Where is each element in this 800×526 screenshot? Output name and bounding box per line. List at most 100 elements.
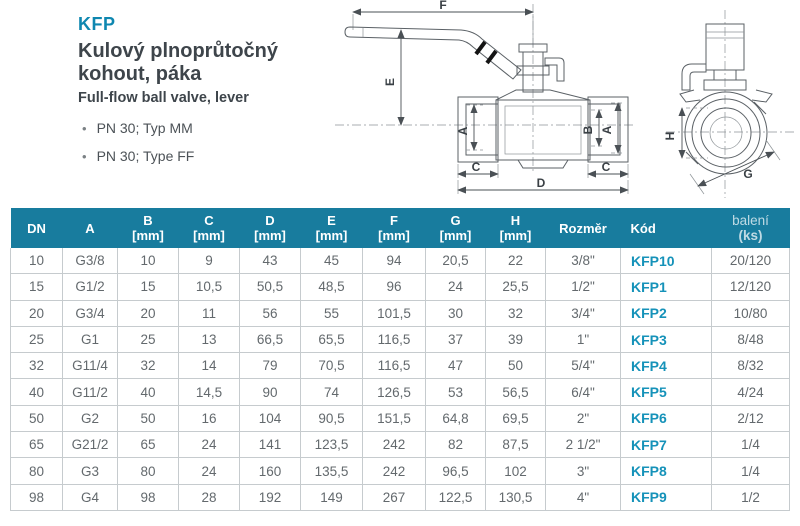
- product-code-link[interactable]: KFP6: [620, 405, 712, 433]
- table-cell: G3/4: [62, 300, 118, 327]
- table-cell: G1: [62, 326, 118, 354]
- table-row: 25 G1 25 13 66,5 65,5 116,5 37 39 1" KFP3 8/48: [10, 326, 790, 354]
- table-cell: 87,5: [485, 431, 546, 459]
- table-cell: 242: [362, 431, 426, 459]
- table-cell: 80: [10, 457, 63, 485]
- table-cell: 25,5: [485, 273, 546, 301]
- table-cell: 14: [178, 352, 240, 380]
- table-cell: 20: [117, 300, 179, 327]
- table-cell: 69,5: [485, 405, 546, 433]
- table-row: 10 G3/8 10 9 43 45 94 20,5 22 3/8" KFP10 20/120: [10, 248, 790, 275]
- table-cell: G21/2: [62, 431, 118, 459]
- table-cell: G2: [62, 405, 118, 433]
- table-cell: 20,5: [425, 248, 486, 275]
- column-header-unit: [mm]: [315, 228, 348, 243]
- table-cell: 39: [485, 326, 546, 354]
- table-cell: 149: [300, 484, 363, 511]
- table-cell: 80: [117, 457, 179, 485]
- table-cell: G3/8: [62, 248, 118, 275]
- product-code-link[interactable]: KFP3: [620, 326, 712, 354]
- table-cell: 13: [178, 326, 240, 354]
- bullet-icon: •: [82, 121, 87, 136]
- column-header-unit: [mm]: [439, 228, 472, 243]
- table-cell: 10,5: [178, 273, 240, 301]
- table-cell: 1/4: [711, 431, 790, 459]
- feature-item: • PN 30; Typ MM: [82, 120, 193, 136]
- table-cell: 40: [10, 378, 63, 406]
- table-row: 98 G4 98 28 192 149 267 122,5 130,5 4" KFP9 1/2: [10, 484, 790, 511]
- table-cell: 151,5: [362, 405, 426, 433]
- table-cell: 116,5: [362, 352, 426, 380]
- dim-label-H: H: [663, 132, 677, 141]
- page-title: Kulový plnoprůtočný kohout, páka: [78, 40, 328, 86]
- table-cell: 50: [10, 405, 63, 433]
- table-cell: 104: [239, 405, 301, 433]
- table-cell: 65: [10, 431, 63, 459]
- table-cell: 123,5: [300, 431, 363, 459]
- table-cell: 1/2": [545, 273, 621, 301]
- table-cell: 24: [178, 431, 240, 459]
- table-cell: 56,5: [485, 378, 546, 406]
- table-cell: 48,5: [300, 273, 363, 301]
- table-cell: 25: [117, 326, 179, 354]
- table-cell: 3/4": [545, 300, 621, 327]
- table-cell: 55: [300, 300, 363, 327]
- table-cell: 192: [239, 484, 301, 511]
- table-cell: G3: [62, 457, 118, 485]
- table-cell: 47: [425, 352, 486, 380]
- feature-list: • PN 30; Typ MM • PN 30; Type FF: [82, 120, 328, 164]
- product-code-link[interactable]: KFP1: [620, 273, 712, 301]
- table-cell: G1/2: [62, 273, 118, 301]
- product-code-link[interactable]: KFP9: [620, 484, 712, 511]
- page-title-line2: kohout, páka: [78, 63, 202, 85]
- product-code-link[interactable]: KFP8: [620, 457, 712, 485]
- table-cell: 22: [485, 248, 546, 275]
- table-cell: G11/4: [62, 352, 118, 380]
- table-cell: 90,5: [300, 405, 363, 433]
- column-header-unit: [mm]: [499, 228, 532, 243]
- technical-drawing-side-view: H G: [636, 2, 798, 202]
- table-cell: 70,5: [300, 352, 363, 380]
- product-code-link[interactable]: KFP4: [620, 352, 712, 380]
- table-cell: 37: [425, 326, 486, 354]
- table-cell: 10: [10, 248, 63, 275]
- table-cell: 5/4": [545, 352, 621, 380]
- table-cell: 4/24: [711, 378, 790, 406]
- table-cell: 2/12: [711, 405, 790, 433]
- dim-label-A-right: A: [600, 125, 614, 134]
- dimensions-table: DN A B [mm] C [mm] D [mm] E [mm] F [mm] G [mm] H [mm] Ro…: [10, 208, 790, 511]
- bullet-icon: •: [82, 149, 87, 164]
- table-cell: 32: [10, 352, 63, 380]
- table-cell: 66,5: [239, 326, 301, 354]
- column-header-d: D [mm]: [239, 208, 301, 248]
- product-code-link[interactable]: KFP2: [620, 300, 712, 327]
- column-header-unit: [mm]: [378, 228, 410, 243]
- table-cell: 116,5: [362, 326, 426, 354]
- table-cell: 1": [545, 326, 621, 354]
- column-header-e: E [mm]: [300, 208, 363, 248]
- table-cell: 6/4": [545, 378, 621, 406]
- table-cell: 15: [117, 273, 179, 301]
- table-cell: G11/2: [62, 378, 118, 406]
- table-cell: 10/80: [711, 300, 790, 327]
- product-code-link[interactable]: KFP7: [620, 431, 712, 459]
- table-cell: 10: [117, 248, 179, 275]
- table-cell: 3/8": [545, 248, 621, 275]
- table-cell: 1/2: [711, 484, 790, 511]
- table-cell: 8/48: [711, 326, 790, 354]
- product-code-link[interactable]: KFP10: [620, 248, 712, 275]
- column-header-unit: [mm]: [193, 228, 225, 243]
- page-subtitle: Full-flow ball valve, lever: [78, 90, 249, 106]
- table-cell: 11: [178, 300, 240, 327]
- table-cell: 20: [10, 300, 63, 327]
- product-code-link[interactable]: KFP5: [620, 378, 712, 406]
- table-cell: G4: [62, 484, 118, 511]
- table-cell: 24: [425, 273, 486, 301]
- table-cell: 102: [485, 457, 546, 485]
- table-row: 65 G21/2 65 24 141 123,5 242 82 87,5 2 1/2" KFP7 1/…: [10, 431, 790, 459]
- table-cell: 43: [239, 248, 301, 275]
- table-cell: 96,5: [425, 457, 486, 485]
- column-header-balen-: balení (ks): [711, 208, 790, 248]
- table-cell: 65: [117, 431, 179, 459]
